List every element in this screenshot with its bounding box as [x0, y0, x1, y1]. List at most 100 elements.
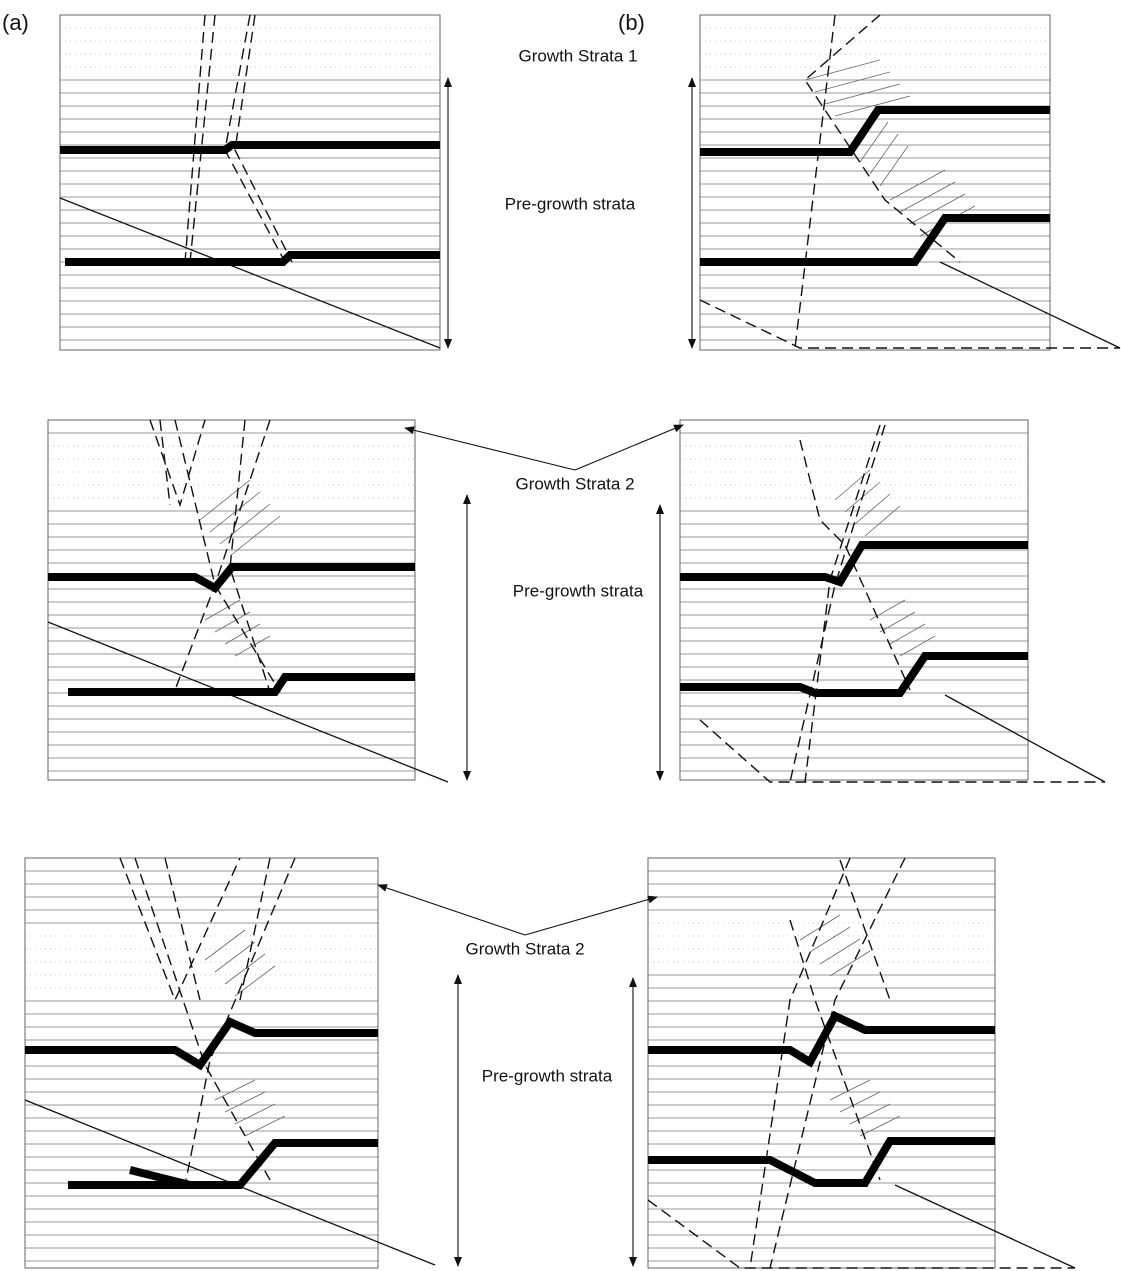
panel-frame: [47, 419, 416, 781]
marker-bed: [700, 106, 1050, 156]
hatch: [204, 929, 246, 961]
fault: [939, 261, 1121, 349]
hatch: [889, 169, 946, 201]
fault: [944, 694, 1106, 783]
growth-label: Growth Strata 1: [518, 46, 637, 65]
hatch: [879, 145, 909, 187]
hatch: [804, 59, 881, 81]
fault: [894, 1184, 1076, 1269]
panel-frame: [699, 14, 1051, 351]
axial-surface: [769, 857, 906, 1269]
hatch: [869, 599, 906, 621]
hatch: [909, 193, 966, 225]
panel-frame: [679, 419, 1029, 781]
axial-surface: [174, 419, 271, 691]
hatch: [214, 611, 251, 633]
marker-bed: [680, 652, 1028, 697]
hatch: [829, 1079, 871, 1101]
marker-bed: [129, 1166, 191, 1189]
marker-bed: [68, 673, 415, 696]
panel-frame: [59, 14, 441, 351]
hatch: [859, 121, 889, 163]
hatch: [234, 1103, 276, 1125]
axial-surface: [184, 14, 206, 263]
hatch: [879, 611, 916, 633]
arrows: [377, 77, 696, 1267]
growth-label: Growth Strata 2: [465, 939, 584, 958]
hatch: [829, 950, 871, 977]
marker-bed: [60, 141, 440, 154]
pregrowth-label: Pre-growth strata: [505, 194, 636, 213]
axial-surface: [159, 419, 171, 506]
hatch: [214, 1079, 256, 1101]
axial-surface: [839, 859, 891, 1001]
pointer: [524, 895, 658, 936]
hatch: [199, 479, 251, 521]
hatch: [224, 953, 266, 985]
axial-surface: [789, 424, 886, 783]
hatch: [244, 1115, 286, 1137]
axial-surface: [229, 419, 271, 693]
panel-label: (a): [2, 10, 29, 35]
hatch: [839, 1091, 881, 1113]
hatch: [834, 95, 911, 117]
marker-bed: [48, 563, 415, 594]
axial-surface: [699, 299, 1120, 349]
marker-bed: [700, 214, 1050, 266]
axial-surface: [149, 419, 206, 508]
hatch: [204, 599, 241, 621]
axial-surface: [189, 14, 216, 263]
hatch: [889, 623, 926, 645]
hatch: [224, 623, 261, 645]
fault: [59, 197, 441, 349]
hatch: [819, 938, 861, 965]
hatch: [899, 181, 956, 213]
hatch: [234, 965, 276, 997]
pointer: [404, 426, 576, 471]
fault: [47, 621, 449, 783]
hatch: [224, 1091, 266, 1113]
hatch: [869, 133, 899, 175]
marker-bed: [648, 1010, 995, 1068]
axial-surface: [184, 857, 296, 1186]
axial-surface: [647, 1199, 1075, 1269]
axial-surface: [749, 857, 851, 1269]
marker-bed: [648, 1137, 995, 1187]
hatch: [219, 503, 271, 545]
axial-surface: [239, 857, 271, 1001]
axial-surface: [804, 14, 961, 263]
axial-surface: [119, 857, 241, 1002]
axial-surface: [799, 439, 911, 691]
marker-bed: [25, 1017, 378, 1071]
hatch: [824, 83, 901, 105]
hatch: [229, 515, 281, 557]
marker-bed: [68, 1139, 378, 1189]
axial-surface: [174, 419, 281, 693]
axial-surface: [794, 14, 836, 349]
hatch: [864, 505, 901, 537]
panel-label: (b): [618, 10, 645, 35]
axial-surface: [134, 857, 271, 1181]
pointer: [377, 884, 526, 936]
hatch: [809, 926, 851, 953]
growth-label: Growth Strata 2: [515, 474, 634, 493]
hatch: [899, 635, 936, 657]
panels: [24, 14, 1121, 1269]
pregrowth-label: Pre-growth strata: [513, 581, 644, 600]
hatch: [849, 1103, 891, 1125]
marker-bed: [65, 251, 440, 266]
hatch: [814, 71, 891, 93]
panel-frame: [24, 857, 379, 1269]
axial-surface: [789, 919, 881, 1181]
hatch: [859, 1115, 901, 1137]
hatch: [854, 493, 891, 525]
marker-bed: [680, 541, 1028, 587]
pointer: [574, 424, 684, 471]
axial-surface: [224, 14, 286, 263]
pregrowth-label: Pre-growth strata: [482, 1066, 613, 1085]
hatch: [214, 941, 256, 973]
axial-surface: [699, 719, 1105, 783]
axial-surface: [234, 14, 293, 263]
axial-surface: [164, 857, 201, 1001]
